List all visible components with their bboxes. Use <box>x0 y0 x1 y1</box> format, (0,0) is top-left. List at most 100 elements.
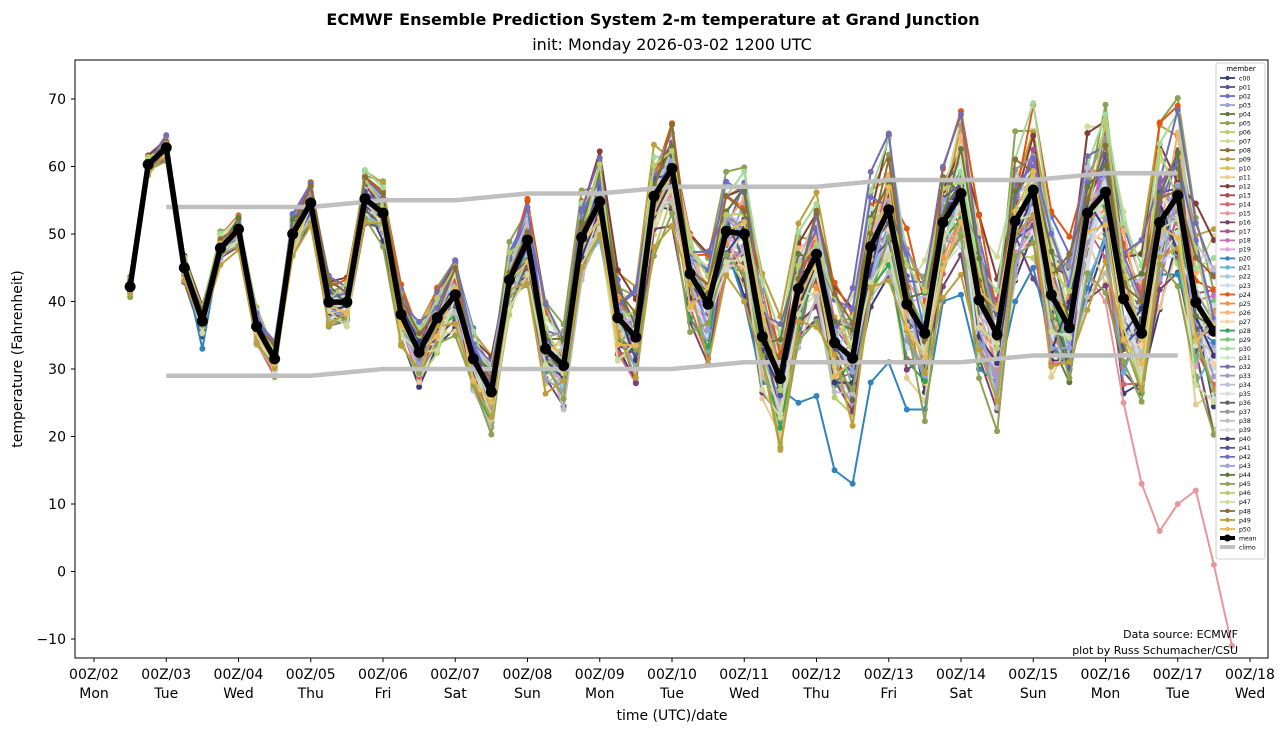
legend-label-p50: p50 <box>1239 526 1251 533</box>
x-tick-daylabel: Mon <box>1091 686 1121 702</box>
member-point-p47 <box>1192 382 1199 389</box>
member-point-p24 <box>1156 119 1163 126</box>
member-point-p44 <box>795 250 802 257</box>
member-point-p48 <box>867 230 874 237</box>
legend-entry-p50: p50 <box>1220 526 1251 533</box>
member-point-p20 <box>199 345 206 352</box>
member-point-p44 <box>235 214 242 221</box>
legend-label-mean: mean <box>1239 535 1257 542</box>
member-point-p30 <box>994 287 1001 294</box>
member-point-p33 <box>903 337 910 344</box>
member-point-p50 <box>1120 336 1127 343</box>
member-point-p49 <box>741 298 748 305</box>
member-point-p50 <box>939 265 946 272</box>
member-point-p20 <box>958 291 964 298</box>
member-point-p40 <box>831 379 838 386</box>
legend-entry-p24: p24 <box>1220 292 1251 299</box>
legend-marker-p42 <box>1225 454 1230 460</box>
legend-label-p02: p02 <box>1239 93 1251 100</box>
member-point-p20 <box>849 480 856 487</box>
member-point-p45 <box>994 428 1001 435</box>
mean-point <box>684 268 696 280</box>
member-point-p06 <box>831 394 838 401</box>
member-point-p32 <box>1156 178 1163 185</box>
member-point-p38 <box>560 406 567 413</box>
member-point-p38 <box>885 269 892 276</box>
x-tick-label: 00Z/11 <box>719 667 769 683</box>
member-point-p42 <box>416 318 423 325</box>
climo-high-line <box>166 171 1178 210</box>
legend-entry-p41: p41 <box>1220 445 1251 452</box>
member-point-p49 <box>542 390 549 397</box>
member-point-p49 <box>1138 387 1145 394</box>
mean-point <box>865 241 877 253</box>
mean-point <box>160 142 172 154</box>
x-tick-label: 00Z/09 <box>575 667 625 683</box>
member-point-p11 <box>1192 401 1199 408</box>
x-tick-label: 00Z/15 <box>1008 667 1058 683</box>
legend-marker-p14 <box>1225 202 1230 207</box>
member-point-p26 <box>1192 269 1199 276</box>
legend-label-p12: p12 <box>1239 184 1251 191</box>
legend-label-p45: p45 <box>1239 481 1251 488</box>
legend-marker-p21 <box>1225 265 1230 270</box>
legend-entry-p44: p44 <box>1220 472 1251 479</box>
member-point-p38 <box>849 390 856 397</box>
mean-point <box>756 331 768 343</box>
member-point-p16 <box>1156 286 1163 293</box>
legend-entry-p40: p40 <box>1220 436 1251 443</box>
legend-marker-mean <box>1224 534 1231 542</box>
mean-point <box>323 296 335 308</box>
member-point-p48 <box>1102 142 1109 149</box>
mean-point <box>196 315 208 327</box>
member-point-p25 <box>813 284 820 291</box>
mean-point <box>1154 217 1166 229</box>
x-tick-label: 00Z/18 <box>1225 667 1275 683</box>
member-point-p45 <box>380 243 386 250</box>
member-point-c00 <box>416 383 423 390</box>
legend-entry-p03: p03 <box>1220 102 1251 109</box>
member-point-p36 <box>849 397 856 404</box>
member-point-p15 <box>1156 528 1163 534</box>
mean-point <box>269 353 281 365</box>
member-point-p20 <box>1210 339 1217 345</box>
member-point-p12 <box>596 148 603 155</box>
member-point-p49 <box>524 280 531 287</box>
member-point-p46 <box>434 295 441 302</box>
member-point-p45 <box>632 346 639 353</box>
member-point-p48 <box>1138 298 1145 305</box>
x-tick-label: 00Z/12 <box>792 667 842 683</box>
member-point-p49 <box>1048 363 1055 370</box>
member-point-p49 <box>939 294 946 301</box>
mean-point <box>829 337 841 349</box>
member-point-p50 <box>470 377 477 384</box>
legend-marker-p22 <box>1225 274 1230 279</box>
member-point-p09 <box>795 220 802 227</box>
legend-entry-p23: p23 <box>1220 283 1251 290</box>
member-point-p50 <box>885 184 892 191</box>
legend-marker-p49 <box>1225 517 1230 523</box>
mean-point <box>485 386 497 398</box>
legend-marker-p06 <box>1225 129 1230 135</box>
member-point-p17 <box>1030 146 1037 153</box>
member-point-p46 <box>813 240 820 247</box>
legend-marker-p30 <box>1225 346 1230 351</box>
member-point-p26 <box>958 133 964 140</box>
member-point-p42 <box>1030 155 1037 162</box>
member-point-p48 <box>723 193 730 200</box>
member-point-p45 <box>921 418 928 425</box>
mean-point <box>973 294 985 306</box>
member-point-p45 <box>1174 283 1181 290</box>
mean-point <box>503 274 515 286</box>
x-tick-daylabel: Mon <box>79 686 109 702</box>
legend-marker-p48 <box>1225 508 1230 514</box>
legend-label-p37: p37 <box>1239 409 1251 416</box>
mean-point <box>178 262 190 274</box>
legend-entry-p05: p05 <box>1220 120 1251 127</box>
member-point-p30 <box>795 229 802 236</box>
x-axis: 00Z/02 Mon 00Z/03 Tue 00Z/04 Wed 00Z/05 Thu 00Z/… <box>69 658 1275 702</box>
mean-point <box>594 196 606 208</box>
member-point-p48 <box>361 174 368 181</box>
y-axis: −10 0 10 20 30 40 50 60 70 <box>36 92 75 648</box>
x-axis-label: time (UTC)/date <box>616 708 727 724</box>
